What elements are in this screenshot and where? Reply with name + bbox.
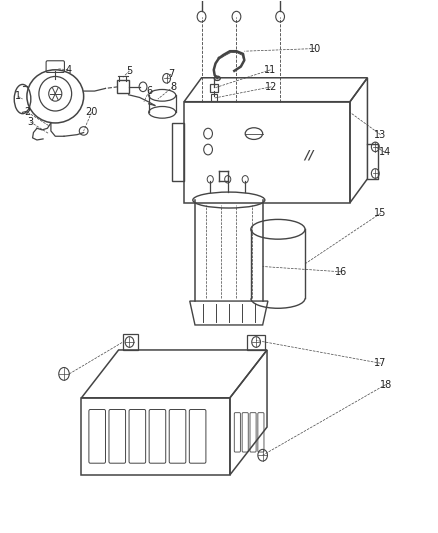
Text: 13: 13 [374,130,387,140]
Text: 10: 10 [309,44,321,53]
Text: 8: 8 [170,82,176,92]
Text: /: / [308,148,313,161]
Text: 2: 2 [25,107,31,117]
Text: 17: 17 [374,358,387,368]
Text: 7: 7 [168,69,174,79]
Text: /: / [304,148,309,161]
Text: 18: 18 [380,379,392,390]
Text: 16: 16 [335,267,347,277]
Text: 15: 15 [374,208,387,219]
Text: 14: 14 [379,147,391,157]
Text: 12: 12 [265,82,278,92]
Text: 11: 11 [265,65,277,75]
Text: 1: 1 [15,91,21,101]
Text: 3: 3 [27,117,33,127]
Text: 20: 20 [85,107,98,117]
Text: 4: 4 [65,65,71,75]
Text: 6: 6 [146,86,152,96]
Text: 5: 5 [127,66,133,76]
